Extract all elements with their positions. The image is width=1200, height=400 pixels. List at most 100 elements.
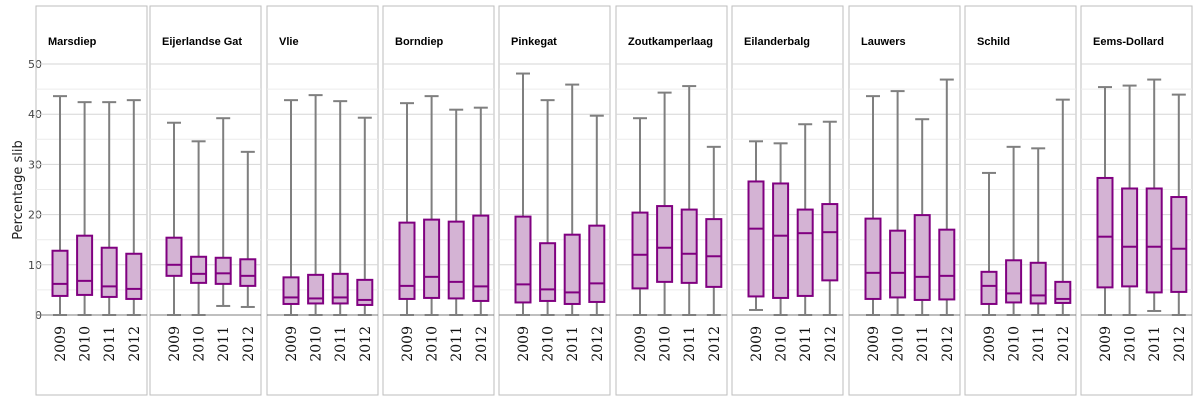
x-tick-label: 2010 bbox=[658, 326, 674, 362]
box-2010 bbox=[76, 101, 94, 316]
box-2009 bbox=[980, 171, 998, 316]
facet-title: Eems-Dollard bbox=[1093, 36, 1164, 48]
box-iqr bbox=[772, 182, 790, 299]
panel-border bbox=[35, 5, 148, 396]
y-axis-ticks: 01020304050 bbox=[28, 58, 42, 322]
box-iqr bbox=[472, 214, 490, 302]
box-iqr bbox=[514, 215, 532, 304]
x-tick-label: 2011 bbox=[798, 326, 814, 362]
x-tick-label: 2010 bbox=[891, 326, 907, 362]
box-iqr bbox=[588, 224, 606, 303]
panel-border bbox=[615, 5, 728, 396]
x-tick-label: 2009 bbox=[982, 326, 998, 362]
box-2012 bbox=[239, 150, 257, 308]
facet-title: Zoutkamperlaag bbox=[628, 36, 713, 48]
x-tick-label: 2011 bbox=[449, 326, 465, 362]
box-iqr bbox=[239, 258, 257, 287]
box-2011 bbox=[1145, 78, 1163, 312]
facet-panel: Lauwers 2009 2010 2011 2012 bbox=[848, 5, 961, 396]
box-iqr bbox=[51, 249, 69, 297]
box-iqr bbox=[913, 214, 931, 301]
x-tick-label: 2010 bbox=[1007, 326, 1023, 362]
box-2012 bbox=[1054, 98, 1072, 316]
facet-title: Eijerlandse Gat bbox=[162, 36, 242, 48]
x-tick-label: 2012 bbox=[940, 326, 956, 362]
box-iqr bbox=[980, 270, 998, 305]
box-iqr bbox=[938, 228, 956, 301]
box-iqr bbox=[821, 203, 839, 282]
box-iqr bbox=[100, 246, 118, 298]
box-iqr bbox=[398, 221, 416, 300]
box-2010 bbox=[539, 99, 557, 316]
box-iqr bbox=[705, 218, 723, 288]
box-2012 bbox=[1170, 93, 1188, 316]
panel-border bbox=[1080, 5, 1193, 396]
box-2009 bbox=[1096, 86, 1114, 316]
x-tick-label: 2009 bbox=[866, 326, 882, 362]
box-iqr bbox=[282, 276, 300, 305]
box-2010 bbox=[423, 95, 441, 316]
box-iqr bbox=[796, 208, 814, 297]
box-2012 bbox=[821, 120, 839, 316]
box-2009 bbox=[747, 140, 765, 311]
panel-border bbox=[382, 5, 495, 396]
box-iqr bbox=[747, 180, 765, 298]
box-2012 bbox=[705, 145, 723, 316]
box-2011 bbox=[447, 108, 465, 316]
box-iqr bbox=[631, 211, 649, 290]
box-iqr bbox=[76, 234, 94, 296]
facet-panel: Vlie 2009 2010 2011 2012 bbox=[266, 5, 379, 396]
facet-title: Borndiep bbox=[395, 36, 444, 48]
box-2011 bbox=[331, 100, 349, 316]
box-iqr bbox=[190, 255, 208, 284]
box-iqr bbox=[356, 278, 374, 306]
x-tick-label: 2011 bbox=[1031, 326, 1047, 362]
x-tick-label: 2009 bbox=[167, 326, 183, 362]
box-iqr bbox=[539, 242, 557, 302]
box-2009 bbox=[51, 95, 69, 316]
x-tick-label: 2010 bbox=[774, 326, 790, 362]
box-2010 bbox=[772, 142, 790, 316]
box-2012 bbox=[356, 116, 374, 316]
x-tick-label: 2011 bbox=[682, 326, 698, 362]
x-tick-label: 2010 bbox=[78, 326, 94, 362]
x-tick-label: 2011 bbox=[333, 326, 349, 362]
y-axis-label: Percentage slib bbox=[11, 140, 26, 240]
x-tick-label: 2011 bbox=[216, 326, 232, 362]
facet-panel: Marsdiep 2009 2010 2011 2012 bbox=[35, 5, 148, 396]
x-tick-label: 2012 bbox=[127, 326, 143, 362]
box-iqr bbox=[1170, 196, 1188, 293]
box-2010 bbox=[307, 94, 325, 316]
box-iqr bbox=[1005, 259, 1023, 304]
x-tick-label: 2010 bbox=[541, 326, 557, 362]
x-tick-label: 2009 bbox=[400, 326, 416, 362]
x-tick-label: 2009 bbox=[633, 326, 649, 362]
y-tick-label: 10 bbox=[28, 259, 42, 272]
x-tick-label: 2012 bbox=[1172, 326, 1188, 362]
facet-panel: Eems-Dollard 2009 2010 2011 2012 bbox=[1080, 5, 1193, 396]
box-iqr bbox=[1145, 187, 1163, 294]
facet-panel: Schild 2009 2010 2011 2012 bbox=[964, 5, 1077, 396]
x-tick-label: 2012 bbox=[474, 326, 490, 362]
x-tick-label: 2012 bbox=[358, 326, 374, 362]
box-2011 bbox=[913, 118, 931, 316]
x-tick-label: 2009 bbox=[284, 326, 300, 362]
x-tick-label: 2011 bbox=[102, 326, 118, 362]
box-iqr bbox=[307, 273, 325, 305]
x-tick-label: 2009 bbox=[516, 326, 532, 362]
box-2011 bbox=[214, 117, 232, 307]
box-2012 bbox=[472, 106, 490, 316]
box-iqr bbox=[1096, 176, 1114, 289]
box-2011 bbox=[100, 101, 118, 316]
facet-title: Schild bbox=[977, 36, 1010, 48]
box-2009 bbox=[398, 102, 416, 316]
box-2010 bbox=[1005, 145, 1023, 316]
y-tick-label: 30 bbox=[28, 158, 42, 171]
x-tick-label: 2009 bbox=[749, 326, 765, 362]
box-iqr bbox=[447, 220, 465, 300]
y-tick-label: 20 bbox=[28, 209, 42, 222]
box-2012 bbox=[588, 114, 606, 316]
box-2010 bbox=[656, 91, 674, 316]
x-tick-label: 2009 bbox=[53, 326, 69, 362]
